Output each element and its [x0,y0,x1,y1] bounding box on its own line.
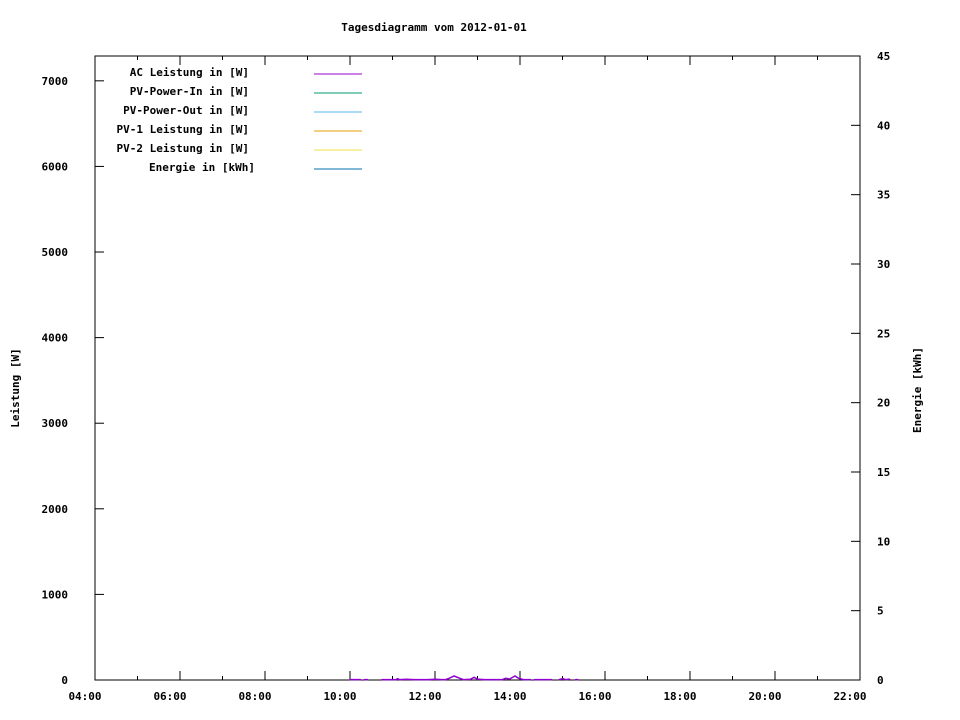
y2-tick-label: 35 [877,189,890,202]
data-point [445,678,447,681]
x-tick-label: 20:00 [748,690,781,703]
y2-axis-label: Energie [kWh] [911,347,924,433]
data-point [398,678,401,681]
data-point [381,678,383,681]
data-point [522,678,525,681]
y2-tick-label: 30 [877,258,890,271]
data-point [501,678,503,681]
data-point [459,677,461,679]
y-tick-label: 2000 [42,503,69,516]
data-point [462,678,464,681]
legend-label: PV-Power-In in [W] [130,85,249,98]
x-tick-label: 22:00 [833,690,866,703]
data-point [434,678,436,680]
y-tick-label: 3000 [42,417,69,430]
data-point [395,678,397,681]
data-point [448,677,450,679]
x-tick-label: 12:00 [408,690,441,703]
data-point [441,678,443,681]
legend: AC Leistung in [W] PV-Power-In in [W] PV-P… [117,66,362,174]
series-layer [349,675,579,681]
data-point [577,678,579,681]
data-point [561,678,564,680]
x-tick-label: 18:00 [663,690,696,703]
y-tick-label: 1000 [42,588,69,601]
data-point [349,678,351,681]
y2-tick-label: 10 [877,535,890,548]
data-point [517,677,520,679]
y-tick-label: 5000 [42,246,69,259]
data-point [427,678,429,681]
data-point [453,675,455,677]
y2-tick-label: 45 [877,50,890,63]
y2-tick-label: 20 [877,397,890,410]
data-point [514,675,516,677]
data-point [533,678,535,681]
data-point [565,678,567,681]
y2-tick-label: 40 [877,119,890,132]
y2-tick-label: 0 [877,674,884,687]
y-tick-label: 4000 [42,332,69,345]
legend-label: AC Leistung in [W] [130,66,249,79]
y-axis-label: Leistung [W] [9,348,22,427]
x-tick-label: 16:00 [578,690,611,703]
data-point [469,678,472,680]
x-tick-label: 08:00 [238,690,271,703]
x-tick-label: 14:00 [493,690,526,703]
data-point [508,678,510,680]
data-point [473,676,475,679]
series-line-0 [558,677,570,681]
data-point [406,678,408,680]
data-point [483,678,486,681]
y2-tick-label: 25 [877,327,890,340]
legend-label: PV-2 Leistung in [W] [117,142,249,155]
y2-tick-label: 5 [877,605,884,618]
data-point [558,678,560,681]
data-point [530,678,532,681]
data-point [568,678,571,680]
data-point [360,678,362,681]
data-point [396,678,399,680]
data-point [551,678,553,681]
x-tick-label: 06:00 [153,690,186,703]
data-point [505,677,507,679]
data-point [476,678,479,680]
y-tick-label: 7000 [42,75,69,88]
data-point [367,678,369,681]
x-tick-label: 04:00 [68,690,101,703]
data-point [413,678,415,681]
series-line-0 [381,675,531,681]
y2-tick-label: 15 [877,466,890,479]
legend-label: PV-Power-Out in [W] [123,104,249,117]
x-tick-label: 10:00 [323,690,356,703]
y-tick-label: 6000 [42,160,69,173]
legend-label: PV-1 Leistung in [W] [117,123,249,136]
legend-label: Energie in [kWh] [149,161,255,174]
axes: 04:00 06:00 08:00 10:00 12:00 14:00 16:00 18:00… [42,50,891,703]
data-point [363,678,365,681]
y-tick-label: 0 [61,674,68,687]
data-point [574,678,576,681]
chart-title: Tagesdiagramm vom 2012-01-01 [341,21,527,34]
